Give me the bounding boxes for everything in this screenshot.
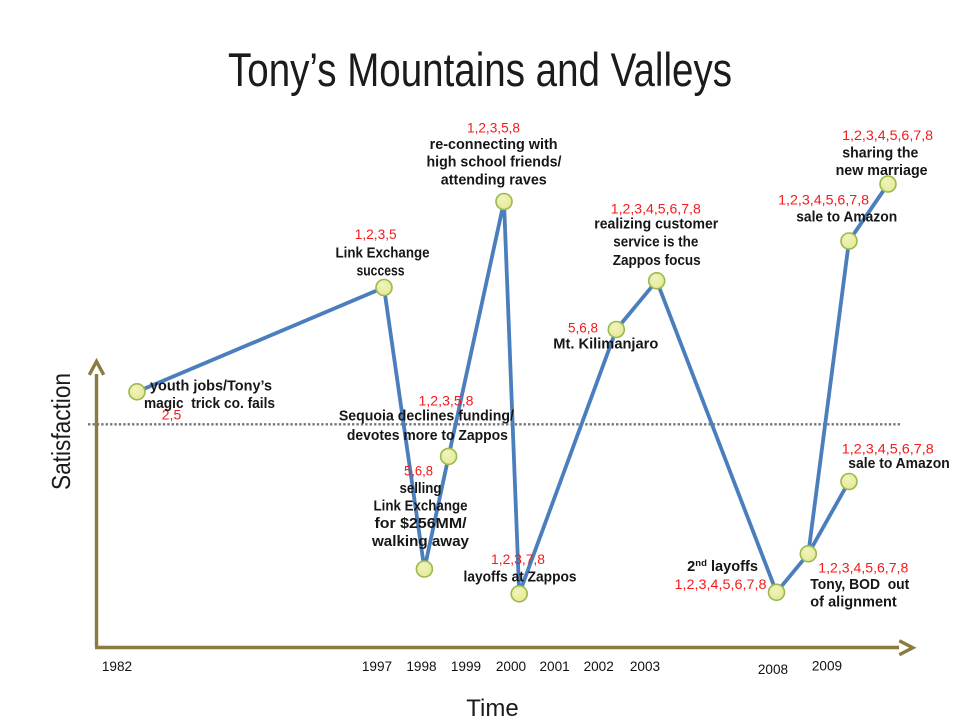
svg-text:magic trick co. fails: magic trick co. fails	[144, 396, 275, 412]
svg-text:1,2,3,4,5,6,7,8: 1,2,3,4,5,6,7,8	[842, 440, 934, 456]
svg-text:1,2,3,5: 1,2,3,5	[355, 226, 397, 242]
svg-text:youth jobs/Tony’s: youth jobs/Tony’s	[150, 378, 272, 394]
svg-text:1,2,3,4,5,6,7,8: 1,2,3,4,5,6,7,8	[675, 576, 767, 592]
svg-text:sale to Amazon: sale to Amazon	[796, 210, 897, 226]
svg-text:1,2,3,4,5,6,7,8: 1,2,3,4,5,6,7,8	[611, 200, 701, 216]
svg-text:Time: Time	[466, 695, 518, 720]
svg-text:1998: 1998	[406, 659, 436, 674]
svg-text:1997: 1997	[362, 659, 392, 674]
svg-text:walking away: walking away	[371, 534, 470, 550]
svg-text:Link Exchange: Link Exchange	[336, 246, 430, 262]
svg-text:Satisfaction: Satisfaction	[46, 373, 76, 490]
svg-text:1,2,3,4,5,6,7,8: 1,2,3,4,5,6,7,8	[842, 127, 933, 143]
svg-text:2000: 2000	[496, 659, 527, 674]
svg-text:5,6,8: 5,6,8	[568, 320, 598, 336]
svg-text:sale to Amazon: sale to Amazon	[848, 456, 949, 472]
svg-text:layoffs at Zappos: layoffs at Zappos	[464, 570, 577, 586]
svg-text:2001: 2001	[539, 659, 569, 674]
svg-text:1,2,3,4,5,6,7,8: 1,2,3,4,5,6,7,8	[778, 192, 869, 208]
svg-text:2002: 2002	[584, 659, 614, 674]
svg-text:Zappos focus: Zappos focus	[613, 253, 701, 269]
svg-text:1,2,3,5,8: 1,2,3,5,8	[467, 119, 520, 135]
svg-text:Mt. Kilimanjaro: Mt. Kilimanjaro	[553, 337, 658, 353]
svg-text:Tony’s Mountains and Valleys: Tony’s Mountains and Valleys	[228, 43, 732, 96]
svg-text:5,6,8: 5,6,8	[404, 463, 433, 479]
svg-text:Link Exchange: Link Exchange	[374, 499, 468, 515]
svg-text:success: success	[357, 263, 405, 279]
svg-text:of alignment: of alignment	[810, 595, 897, 611]
svg-text:1,2,3,4,5,6,7,8: 1,2,3,4,5,6,7,8	[818, 560, 908, 576]
svg-text:service is the: service is the	[613, 235, 698, 251]
svg-text:2nd layoffs: 2nd layoffs	[687, 558, 758, 575]
svg-text:for $256MM/: for $256MM/	[375, 516, 467, 532]
svg-text:2008: 2008	[758, 662, 788, 677]
svg-text:realizing customer: realizing customer	[594, 216, 718, 232]
svg-text:Sequoia declines funding/: Sequoia declines funding/	[339, 408, 514, 424]
svg-text:2,5: 2,5	[162, 407, 182, 423]
svg-text:new marriage: new marriage	[836, 163, 928, 179]
svg-text:re-connecting with: re-connecting with	[430, 137, 558, 153]
svg-text:1,2,3,5,8: 1,2,3,5,8	[419, 393, 474, 409]
svg-text:selling: selling	[400, 481, 442, 497]
svg-text:1982: 1982	[102, 659, 132, 674]
svg-text:1999: 1999	[451, 659, 481, 674]
svg-text:devotes more to Zappos: devotes more to Zappos	[347, 428, 508, 444]
svg-text:2009: 2009	[812, 659, 842, 674]
svg-text:high school friends/: high school friends/	[427, 155, 562, 171]
svg-text:2003: 2003	[630, 659, 660, 674]
svg-text:attending raves: attending raves	[441, 172, 547, 188]
svg-text:sharing the: sharing the	[842, 146, 918, 162]
svg-text:Tony, BOD out: Tony, BOD out	[810, 577, 909, 593]
svg-text:1,2,3,7,8: 1,2,3,7,8	[491, 551, 545, 567]
